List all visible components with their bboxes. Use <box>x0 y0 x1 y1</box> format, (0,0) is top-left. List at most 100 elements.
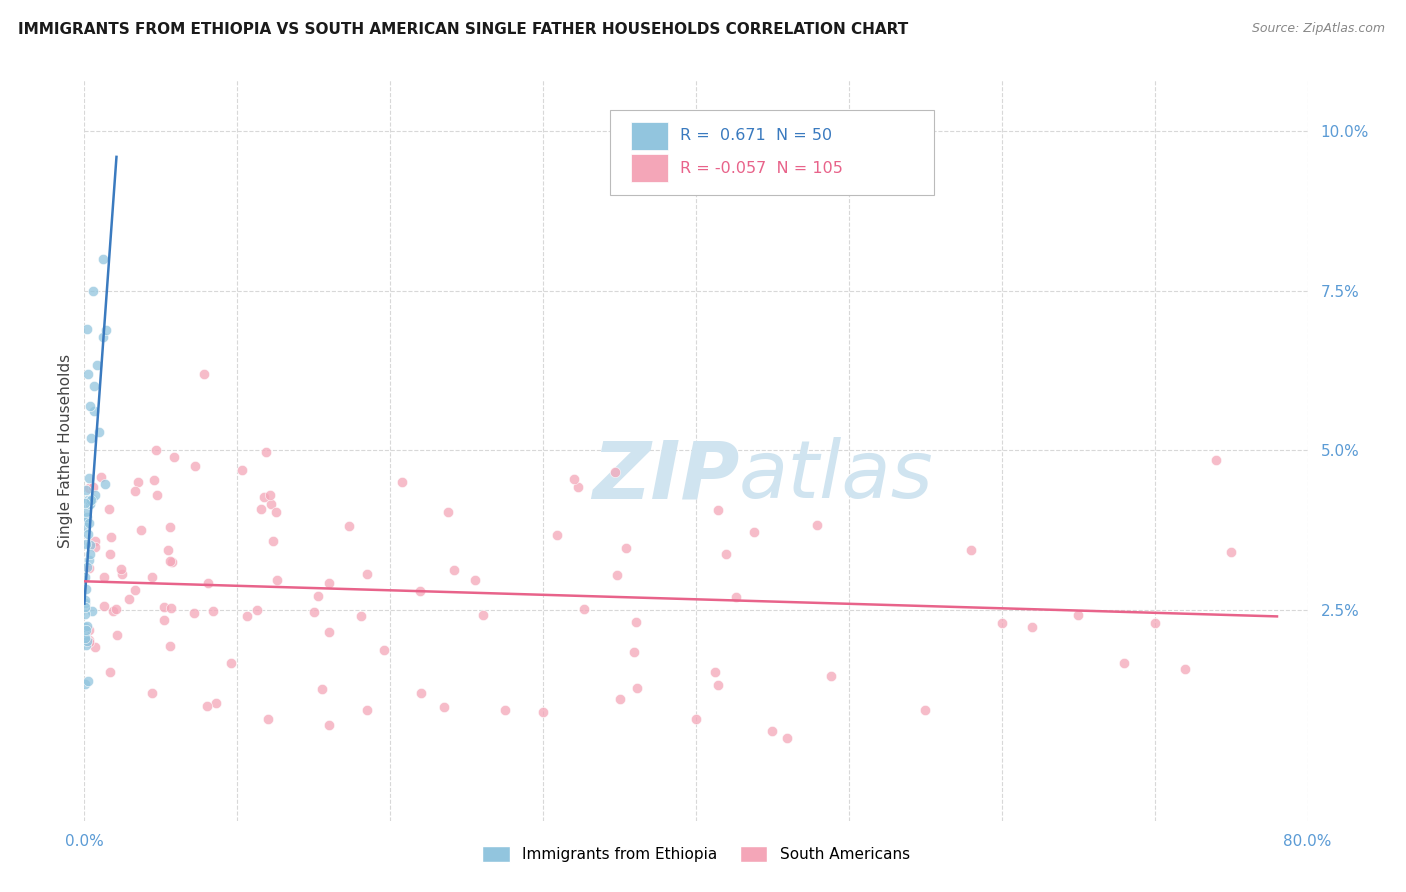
Point <box>603 465 626 479</box>
Point <box>142 473 165 487</box>
Point <box>624 615 647 630</box>
Point <box>76 634 98 648</box>
Point <box>73 607 96 621</box>
Point <box>73 569 96 583</box>
Point <box>75 623 97 637</box>
Point <box>254 445 277 459</box>
Point <box>221 657 243 671</box>
Point <box>84 640 107 655</box>
Point <box>97 502 120 516</box>
Point <box>156 543 179 558</box>
Point <box>80 431 103 445</box>
Point <box>76 527 98 541</box>
Point <box>79 481 101 495</box>
Point <box>246 603 269 617</box>
Legend: Immigrants from Ethiopia, South Americans: Immigrants from Ethiopia, South American… <box>477 840 915 869</box>
Point <box>991 615 1014 630</box>
Text: Source: ZipAtlas.com: Source: ZipAtlas.com <box>1251 22 1385 36</box>
Point <box>75 483 97 497</box>
Point <box>546 528 568 542</box>
Point <box>266 574 288 588</box>
Point <box>409 686 432 700</box>
Point <box>356 567 378 582</box>
Point <box>311 682 333 697</box>
Point <box>94 477 117 491</box>
Point <box>77 367 100 381</box>
Point <box>160 555 183 569</box>
Point <box>1174 662 1197 676</box>
Point <box>77 492 100 507</box>
Point <box>93 570 115 584</box>
Point <box>73 496 96 510</box>
Point <box>259 488 281 502</box>
Point <box>153 613 176 627</box>
Point <box>160 601 183 615</box>
Point <box>124 483 146 498</box>
Point <box>77 516 100 530</box>
Point <box>101 604 124 618</box>
Point <box>742 525 765 540</box>
Point <box>204 696 226 710</box>
Point <box>567 480 589 494</box>
Text: atlas: atlas <box>738 437 934 516</box>
Point <box>79 496 101 510</box>
Point <box>707 502 730 516</box>
FancyBboxPatch shape <box>631 121 668 150</box>
Point <box>80 604 103 618</box>
FancyBboxPatch shape <box>610 110 935 195</box>
Point <box>1114 656 1136 670</box>
Point <box>183 606 205 620</box>
Point <box>623 645 645 659</box>
Point <box>231 462 253 476</box>
Point <box>1021 620 1043 634</box>
Point <box>725 591 748 605</box>
Point <box>94 323 117 337</box>
Point <box>75 582 97 597</box>
Point <box>609 692 631 706</box>
Point <box>90 469 112 483</box>
Point <box>79 538 101 552</box>
Point <box>806 518 828 533</box>
Point <box>626 681 648 695</box>
FancyBboxPatch shape <box>631 154 668 183</box>
Point <box>146 488 169 502</box>
Y-axis label: Single Father Households: Single Father Households <box>58 353 73 548</box>
Point <box>685 712 707 726</box>
Point <box>153 600 176 615</box>
Point <box>495 703 517 717</box>
Point <box>82 491 104 506</box>
Point <box>257 712 280 726</box>
Point <box>77 560 100 574</box>
Point <box>75 537 97 551</box>
Point <box>105 628 128 642</box>
Point <box>77 634 100 648</box>
Point <box>349 609 371 624</box>
Point <box>318 718 340 732</box>
Point <box>703 665 725 679</box>
Point <box>82 480 104 494</box>
Point <box>436 505 458 519</box>
Point <box>77 471 100 485</box>
Point <box>373 643 395 657</box>
Point <box>93 599 115 614</box>
Point <box>776 731 799 745</box>
Point <box>73 632 96 646</box>
Point <box>574 601 596 615</box>
Point <box>129 523 152 537</box>
Point <box>408 584 430 599</box>
Point <box>98 665 121 679</box>
Point <box>118 591 141 606</box>
Point <box>75 596 97 610</box>
Point <box>307 590 329 604</box>
Point <box>77 674 100 689</box>
Point <box>77 632 100 647</box>
Point <box>98 547 121 561</box>
Point <box>184 459 207 474</box>
Point <box>236 608 259 623</box>
Point <box>75 514 97 528</box>
Point <box>562 472 585 486</box>
Point <box>471 608 494 623</box>
Point <box>79 497 101 511</box>
Point <box>356 702 378 716</box>
Point <box>75 676 97 690</box>
